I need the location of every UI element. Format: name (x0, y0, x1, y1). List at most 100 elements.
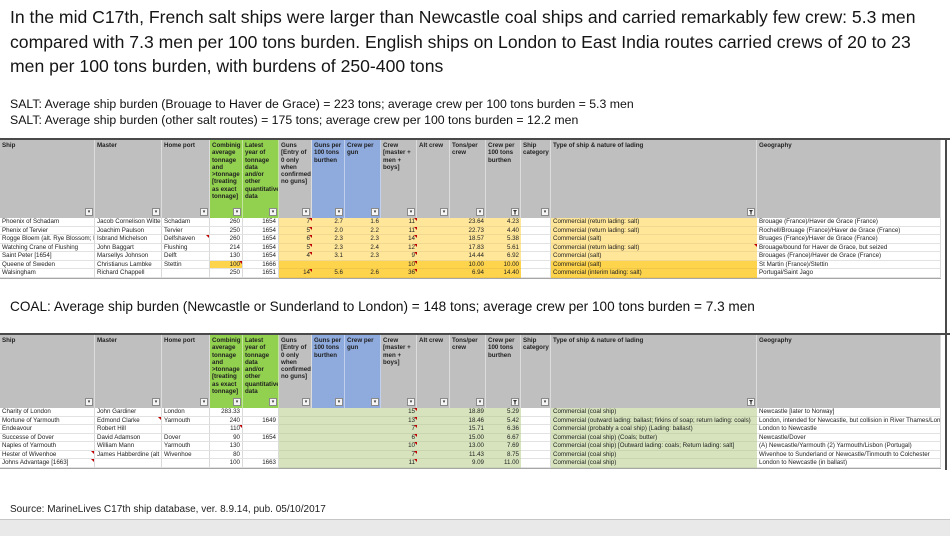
filter-dropdown-icon-guns[interactable]: ▾ (302, 208, 310, 216)
filter-dropdown-icon-tonnage[interactable]: ▾ (233, 398, 241, 406)
active-filter-dropdown-icon-type-of-lading[interactable] (747, 208, 755, 216)
cell-crew-per-gun (345, 408, 381, 417)
cell-guns-per-100: 2.7 (312, 218, 345, 227)
filter-dropdown-icon-latest-year[interactable]: ▾ (269, 208, 277, 216)
cell-alt-crew (417, 416, 450, 425)
cell-crew: 36 (381, 269, 417, 278)
cell-latest-year: 1654 (243, 226, 279, 235)
cell-ship-category (521, 243, 551, 252)
cell-crew-per-100-tons: 4.23 (486, 218, 521, 227)
column-header-geography: Geography (757, 140, 941, 218)
column-header-crew-per-100-tons: Crew per 100 tons burthen (486, 140, 521, 218)
filter-dropdown-icon-ship-category[interactable]: ▾ (541, 208, 549, 216)
active-filter-dropdown-icon-crew-per-100-tons[interactable] (511, 208, 519, 216)
cell-type-of-lading: Commercial (return lading: salt) (551, 243, 757, 252)
cell-guns-per-100 (312, 416, 345, 425)
filter-dropdown-icon-guns[interactable]: ▾ (302, 398, 310, 406)
column-header-label: Ship (2, 142, 16, 149)
cell-alt-crew (417, 243, 450, 252)
column-header-geography: Geography (757, 335, 941, 408)
cell-guns-per-100 (312, 442, 345, 451)
filter-dropdown-icon-guns-per-100[interactable]: ▾ (335, 208, 343, 216)
cell-alt-crew (417, 450, 450, 459)
cell-type-of-lading: Commercial (interim lading: salt) (551, 269, 757, 278)
cell-guns-per-100: 2.3 (312, 235, 345, 244)
cell-tons-per-crew: 23.64 (450, 218, 486, 227)
comment-marker-icon (414, 416, 417, 420)
cell-alt-crew (417, 252, 450, 261)
filter-dropdown-icon-ship-category[interactable]: ▾ (541, 398, 549, 406)
filter-dropdown-icon-tons-per-crew[interactable]: ▾ (476, 208, 484, 216)
filter-dropdown-icon-ship[interactable]: ▾ (85, 208, 93, 216)
cell-tons-per-crew: 18.46 (450, 416, 486, 425)
cell-guns (279, 459, 312, 468)
column-header-crew-per-gun: Crew per gun ▾ (345, 140, 381, 218)
cell-crew-per-100-tons: 6.67 (486, 433, 521, 442)
cell-ship-category (521, 433, 551, 442)
cell-geography: Wivenhoe to Sunderland or Newcastle/Tinm… (757, 450, 941, 459)
column-header-label: Home port (164, 337, 195, 344)
cell-geography: Brouages (France)/Haver de Grace (France… (757, 252, 941, 261)
cell-alt-crew (417, 218, 450, 227)
filter-dropdown-icon-crew-per-gun[interactable]: ▾ (371, 398, 379, 406)
cell-crew: 15 (381, 408, 417, 417)
cell-type-of-lading: Commercial (return lading: salt) (551, 218, 757, 227)
cell-geography: London to Newcastle (in ballast) (757, 459, 941, 468)
cell-tonnage: 240 (210, 416, 243, 425)
coal-summary-line: COAL: Average ship burden (Newcastle or … (10, 299, 755, 314)
cell-ship: Successe of Dover (0, 433, 95, 442)
cell-alt-crew (417, 433, 450, 442)
filter-dropdown-icon-tons-per-crew[interactable]: ▾ (476, 398, 484, 406)
column-header-crew-per-100-tons: Crew per 100 tons burthen (486, 335, 521, 408)
cell-type-of-lading: Commercial (salt) (551, 252, 757, 261)
active-filter-dropdown-icon-crew-per-100-tons[interactable] (511, 398, 519, 406)
cell-guns-per-100: 2.3 (312, 243, 345, 252)
filter-dropdown-icon-home-port[interactable]: ▾ (200, 398, 208, 406)
cell-type-of-lading: Commercial (coal ship) (Coals; butter) (551, 433, 757, 442)
filter-dropdown-icon-alt-crew[interactable]: ▾ (440, 208, 448, 216)
filter-dropdown-icon-tonnage[interactable]: ▾ (233, 208, 241, 216)
column-header-latest-year: Latest year of tonnage data and/or other… (243, 140, 279, 218)
comment-marker-icon (309, 218, 312, 221)
table-row: Queene of Sweden Christianus Lambke Stetti… (0, 260, 941, 269)
filter-dropdown-icon-latest-year[interactable]: ▾ (269, 398, 277, 406)
column-header-master: Master ▾ (95, 140, 162, 218)
cell-guns-per-100: 2.0 (312, 226, 345, 235)
active-filter-dropdown-icon-type-of-lading[interactable] (747, 398, 755, 406)
table-row: Phoenix of Schadam Jacob Cornelison Witte… (0, 218, 941, 227)
cell-guns (279, 260, 312, 269)
filter-dropdown-icon-ship[interactable]: ▾ (85, 398, 93, 406)
comment-marker-icon (414, 269, 417, 272)
column-header-label: Alt crew (419, 337, 444, 344)
cell-tons-per-crew: 6.94 (450, 269, 486, 278)
column-header-label: Crew [master + men + boys] (383, 142, 411, 171)
cell-ship-category (521, 218, 551, 227)
cell-ship-category (521, 252, 551, 261)
cell-guns-per-100 (312, 433, 345, 442)
cell-crew-per-gun (345, 425, 381, 434)
column-header-home-port: Home port ▾ (162, 335, 210, 408)
filter-dropdown-icon-guns-per-100[interactable]: ▾ (335, 398, 343, 406)
filter-dropdown-icon-master[interactable]: ▾ (152, 208, 160, 216)
column-header-label: Combinig average tonnage and >tonnage [t… (212, 142, 241, 201)
filter-dropdown-icon-crew[interactable]: ▾ (407, 398, 415, 406)
cell-geography: Newcastle/Dover (757, 433, 941, 442)
cell-crew: 6 (381, 433, 417, 442)
table-row: Successe of Dover David Adamson Dover 90 165… (0, 433, 941, 442)
cell-ship-category (521, 425, 551, 434)
cell-crew-per-100-tons: 5.61 (486, 243, 521, 252)
column-header-label: Crew per gun (347, 337, 374, 352)
cell-tonnage: 260 (210, 235, 243, 244)
column-header-label: Guns [Entry of 0 only when confirmed no … (281, 142, 311, 186)
filter-dropdown-icon-crew-per-gun[interactable]: ▾ (371, 208, 379, 216)
cell-master: Isbrand Michelson (95, 235, 162, 244)
filter-dropdown-icon-alt-crew[interactable]: ▾ (440, 398, 448, 406)
cell-geography: Brouage/bound for Haver de Grace, but se… (757, 243, 941, 252)
cell-ship: Phenix of Tervier (0, 226, 95, 235)
filter-dropdown-icon-home-port[interactable]: ▾ (200, 208, 208, 216)
filter-dropdown-icon-master[interactable]: ▾ (152, 398, 160, 406)
cell-tonnage: 100 (210, 459, 243, 468)
column-header-label: Geography (759, 142, 792, 149)
filter-dropdown-icon-crew[interactable]: ▾ (407, 208, 415, 216)
cell-tons-per-crew: 18.57 (450, 235, 486, 244)
